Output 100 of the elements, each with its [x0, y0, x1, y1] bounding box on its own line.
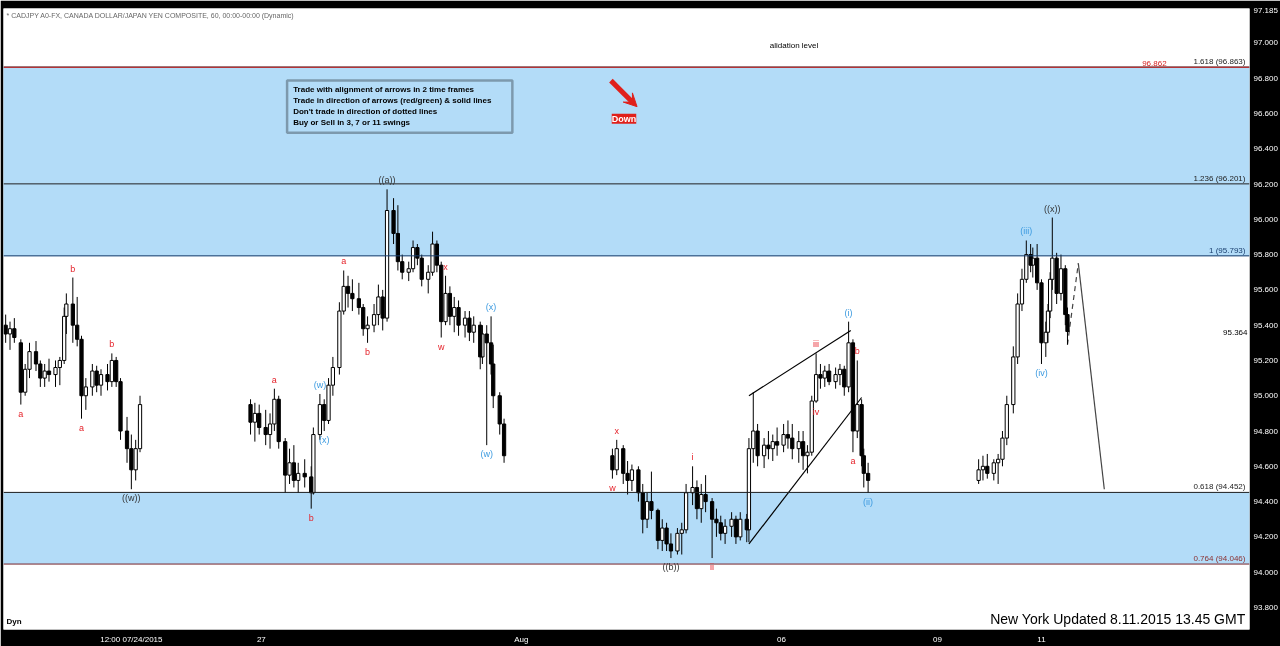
annotation: b	[109, 339, 115, 350]
ref-line-label: 1.236 (96.201)	[1193, 173, 1246, 183]
annotation: a	[79, 422, 85, 433]
candlestick	[109, 352, 114, 388]
y-tick-label: 96.600	[1253, 108, 1279, 118]
candlestick	[105, 363, 110, 391]
annotation: b	[308, 512, 314, 523]
candlestick	[644, 492, 650, 529]
annotation: ii	[710, 562, 715, 573]
annotation: Dyn	[6, 616, 22, 626]
y-tick-label: 95.600	[1253, 285, 1279, 295]
candlestick	[826, 363, 832, 386]
y-tick-label: 93.800	[1253, 602, 1279, 612]
y-tick-label: 94.000	[1253, 567, 1279, 577]
candlestick	[345, 275, 351, 309]
x-tick-label: 11	[1037, 634, 1047, 644]
candlestick	[53, 359, 58, 388]
annotation: (ii)	[863, 496, 874, 507]
annotation: b	[854, 346, 860, 357]
candlestick	[774, 427, 780, 457]
candlestick	[410, 239, 416, 273]
candlestick	[761, 437, 767, 469]
annotation: (iii)	[1020, 226, 1033, 237]
annotation: w	[608, 482, 617, 493]
annotation: Trade with alignment of arrows in 2 time frames	[293, 85, 475, 95]
ref-line-label: 1 (95.793)	[1209, 245, 1246, 255]
y-tick-label: 96.200	[1253, 179, 1279, 189]
annotation: ((b))	[662, 562, 680, 573]
candlestick	[98, 368, 104, 397]
annotation: (i)	[844, 307, 853, 318]
candlestick	[302, 458, 307, 488]
candlestick	[629, 464, 635, 492]
candlestick	[694, 479, 700, 520]
candlestick	[985, 453, 990, 480]
candlestick	[252, 402, 257, 443]
candlestick	[350, 278, 355, 312]
y-tick-label: 94.400	[1253, 497, 1279, 507]
candlestick	[447, 285, 453, 326]
candlestick	[94, 365, 99, 393]
annotation: ((w))	[122, 493, 141, 504]
candlestick	[709, 497, 715, 559]
ref-line-label: 0.618 (94.452)	[1193, 482, 1246, 492]
y-tick-label: 95.800	[1253, 250, 1279, 260]
candlestick	[471, 315, 476, 344]
annotation: (x)	[318, 435, 330, 446]
x-tick-label: Aug	[514, 634, 529, 644]
annotation: ((x))	[1044, 203, 1061, 214]
annotation: ((a))	[378, 175, 396, 186]
y-tick-label: 95.400	[1253, 320, 1279, 330]
annotation: New York Updated 8.11.2015 13.45 GMT	[990, 611, 1246, 628]
y-tick-label: 94.200	[1253, 532, 1279, 542]
annotation: (w)	[480, 449, 493, 460]
candlestick	[46, 358, 52, 383]
candlestick	[467, 310, 472, 342]
annotation: a	[271, 374, 277, 385]
candlestick	[649, 471, 654, 520]
x-tick-label: 27	[256, 634, 267, 644]
annotation: Don't trade in direction of dotted lines	[293, 107, 438, 117]
annotation: Buy or Sell in 3, 7 or 11 swings	[293, 118, 411, 128]
candlestick	[822, 365, 827, 388]
annotation: b	[70, 263, 76, 274]
ref-line-label: 96.862	[1142, 59, 1168, 69]
x-tick-label: 12:00 07/24/2015	[100, 634, 164, 644]
y-tick-label: 95.200	[1253, 355, 1279, 365]
y-tick-label: 96.800	[1253, 73, 1279, 83]
y-tick-label: 94.600	[1253, 461, 1279, 471]
candlestick	[452, 296, 457, 333]
annotation: a	[850, 456, 856, 467]
candlestick	[462, 310, 468, 339]
candlestick	[766, 430, 771, 460]
candlestick	[733, 515, 739, 545]
candlestick	[456, 299, 461, 337]
candlestick	[722, 518, 728, 545]
annotation: alidation level	[769, 41, 819, 51]
ref-line-label: 1.618 (96.863)	[1193, 57, 1246, 67]
annotation: 95.364	[1223, 327, 1249, 337]
annotation: a	[341, 256, 347, 267]
candlestick	[614, 439, 619, 476]
candlestick	[991, 458, 996, 481]
candlestick	[800, 430, 806, 471]
candlestick	[42, 363, 47, 388]
annotation: w	[436, 341, 445, 352]
y-tick-label: 95.000	[1253, 391, 1279, 401]
annotation: Down	[611, 113, 637, 124]
candlestick	[675, 527, 680, 556]
candlestick	[976, 458, 981, 485]
candlestick	[703, 474, 708, 513]
candlestick	[70, 277, 75, 344]
candlestick	[781, 423, 786, 453]
ref-line-label: 0.764 (94.046)	[1193, 554, 1246, 564]
y-tick-label: 97.185	[1253, 5, 1279, 15]
candlestick	[291, 444, 296, 488]
candlestick	[729, 511, 734, 538]
candlestick	[7, 321, 13, 351]
candlestick	[785, 419, 791, 450]
x-tick-label: 06	[776, 634, 787, 644]
annotation: x	[443, 261, 449, 272]
annotation: a	[18, 408, 24, 419]
y-tick-label: 96.000	[1253, 214, 1279, 224]
y-tick-label: 94.800	[1253, 426, 1279, 436]
